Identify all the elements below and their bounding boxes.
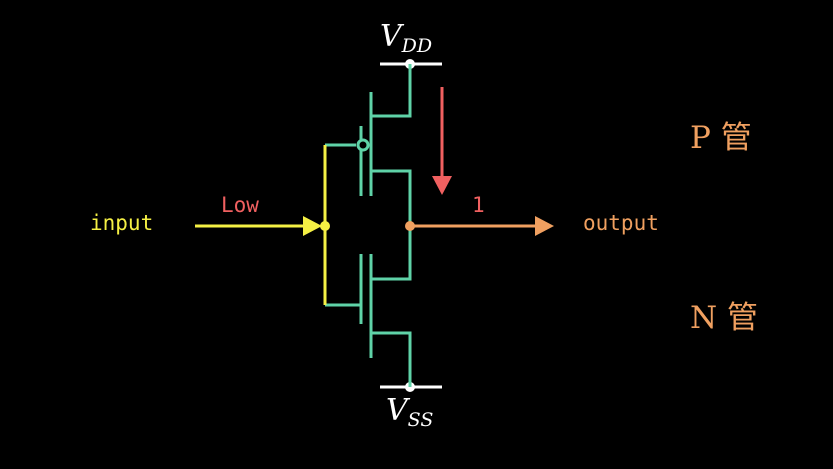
input-node — [320, 221, 330, 231]
input-level-label: Low — [221, 193, 259, 217]
output-label: output — [583, 211, 659, 235]
p-tube-label: P 管 — [690, 120, 752, 156]
output-value-label: 1 — [472, 193, 485, 217]
output-node — [405, 221, 415, 231]
n-tube-label: N 管 — [690, 300, 758, 336]
pmos-gate-bubble — [358, 140, 368, 150]
input-label: input — [90, 211, 153, 235]
